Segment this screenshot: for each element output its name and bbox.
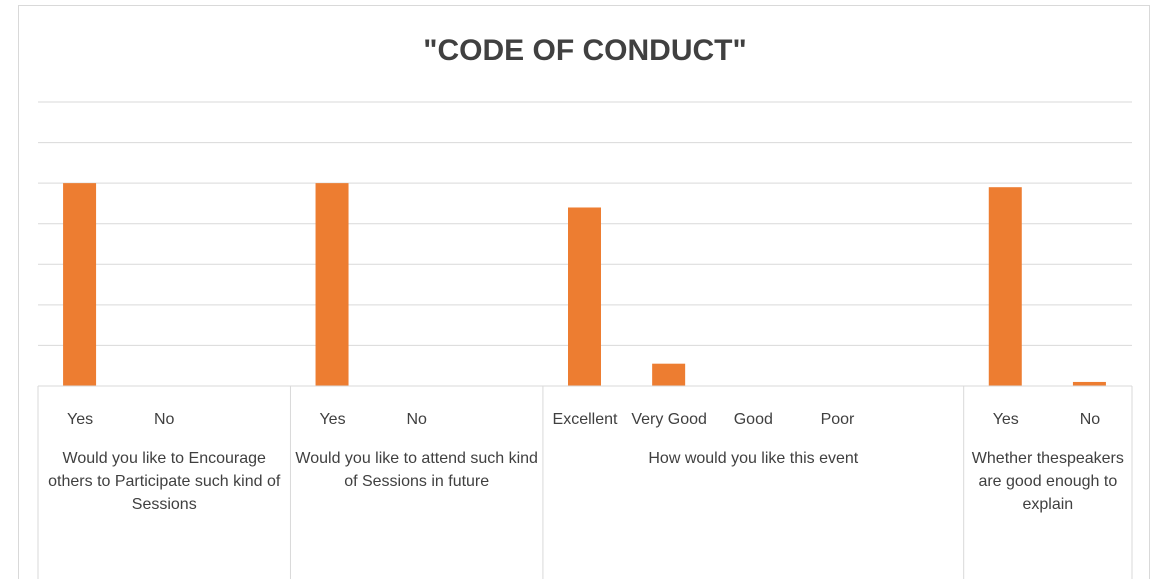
x-tick-label: No (154, 411, 175, 428)
chart-border (18, 5, 1150, 579)
x-tick-label: Excellent (553, 411, 618, 428)
bar (568, 207, 601, 386)
group-label-box: Whether thespeakers are good enough to e… (971, 450, 1124, 513)
x-tick-label: Yes (67, 411, 93, 428)
group-label: Would you like to attend such kind of Se… (295, 450, 538, 490)
group-label-box: Would you like to Encourage others to Pa… (48, 450, 281, 513)
x-tick-label: Very Good (631, 411, 707, 428)
x-tick-label: No (1080, 411, 1101, 428)
x-tick-label: No (406, 411, 427, 428)
bar (988, 187, 1022, 386)
group-label-box: How would you like this event (648, 450, 859, 467)
bar (315, 183, 349, 386)
group-label: How would you like this event (648, 450, 859, 467)
x-tick-label: Poor (821, 411, 855, 428)
group-label: Would you like to Encourage others to Pa… (48, 450, 281, 513)
group-label-box: Would you like to attend such kind of Se… (295, 450, 538, 490)
group-label: Whether thespeakers are good enough to e… (971, 450, 1124, 513)
x-tick-label: Yes (319, 411, 345, 428)
x-tick-label: Yes (993, 411, 1019, 428)
bar (652, 363, 686, 386)
bar (1072, 381, 1106, 386)
bar (63, 183, 97, 386)
chart-title: "CODE OF CONDUCT" (423, 34, 746, 67)
x-tick-label: Good (734, 411, 773, 428)
